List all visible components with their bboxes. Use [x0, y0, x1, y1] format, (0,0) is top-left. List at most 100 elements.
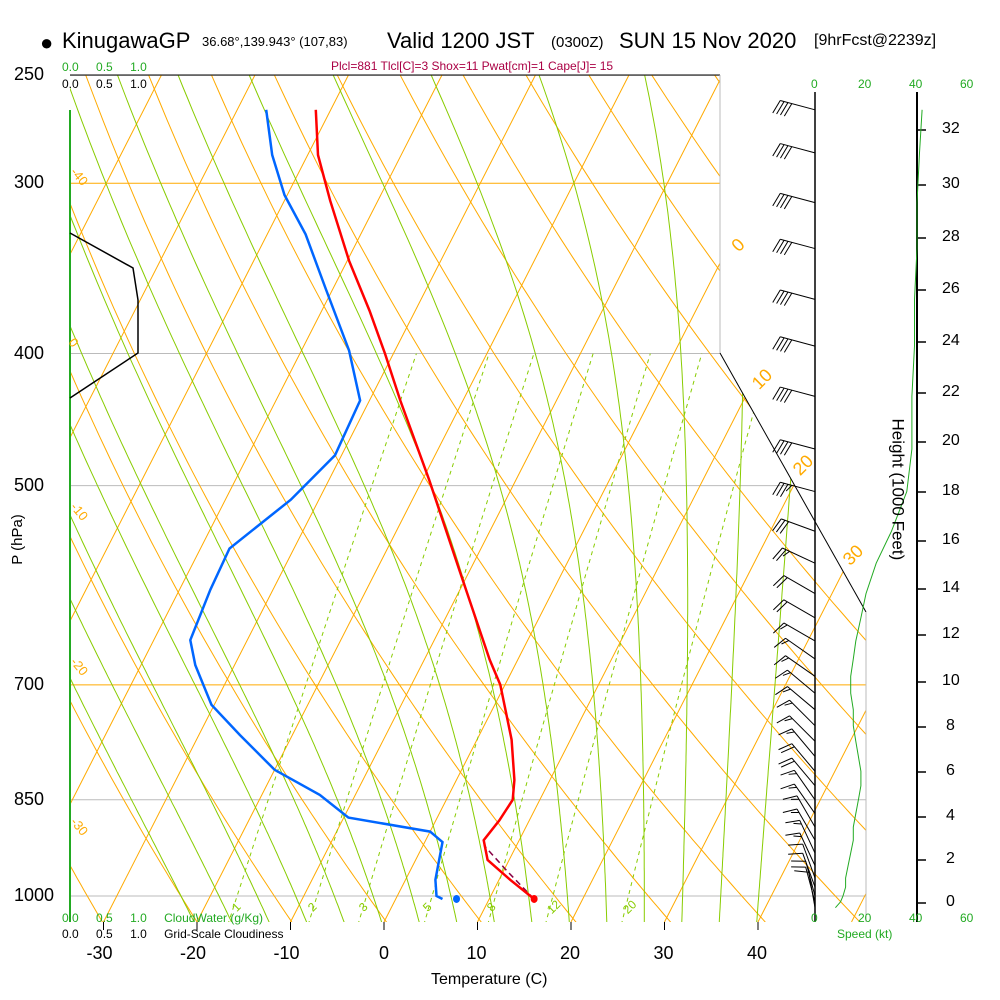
wind-barb: [772, 143, 816, 160]
barb-flag: [776, 194, 785, 208]
wind-barb: [785, 819, 816, 854]
wind-barb: [782, 795, 816, 828]
surface-dewpoint-marker: [453, 894, 461, 903]
barb-flag: [773, 637, 786, 648]
height-tick-label: 14: [942, 579, 960, 596]
moist-adiabat-line: [718, 75, 745, 922]
barb-flag: [780, 291, 789, 305]
forecast-info: [9hrFcst@2239z]: [814, 32, 937, 49]
barb-staff: [780, 386, 816, 397]
barb-flag: [783, 442, 793, 456]
moist-adiabat-line: [332, 75, 570, 922]
surface-temperature-marker: [530, 894, 538, 903]
barb-flag: [780, 145, 789, 159]
barb-staff: [780, 336, 816, 347]
height-tick-label: 22: [942, 383, 960, 400]
dry-adiabat-line: [76, 75, 579, 922]
barb-flag: [782, 550, 790, 557]
wind-barb: [772, 336, 816, 353]
mixing-ratio-line: [307, 353, 490, 922]
barb-flag: [783, 196, 793, 210]
height-tick-label: 12: [942, 625, 960, 642]
valid-date: SUN 15 Nov 2020: [619, 28, 797, 53]
height-tick-label: 6: [946, 762, 955, 779]
pressure-tick-label: 300: [14, 172, 45, 193]
barb-flag: [772, 439, 781, 453]
barb-staff: [787, 686, 816, 711]
wind-barb: [788, 852, 816, 888]
barb-flag: [785, 484, 793, 492]
y-axis-label: P (hPa): [8, 514, 26, 565]
wind-barb: [778, 728, 816, 757]
barb-flag: [780, 760, 795, 768]
barb-staff: [796, 808, 816, 841]
utc-time: (0300Z): [551, 34, 604, 51]
cloudwater-axis-bottom: 0.0 0.5 1.0 CloudWater (g/Kg): [62, 911, 264, 925]
barb-flag: [775, 669, 788, 679]
wind-barb: [772, 238, 816, 256]
cloudiness-axis-bottom: 0.0 0.5 1.0 Grid-Scale Cloudiness: [62, 927, 284, 941]
moist-adiabat-line: [70, 75, 196, 922]
parcel-path-line: [483, 844, 535, 900]
speed-tick-label-bottom: 0: [811, 911, 818, 925]
station-name: KinugawaGP: [62, 28, 191, 53]
wind-barb: [773, 575, 816, 595]
barb-flag: [783, 339, 793, 353]
moist-adiabat-line: [430, 75, 608, 922]
dewpoint-line: [189, 109, 444, 901]
wind-barb: [778, 757, 816, 787]
barb-flag: [794, 870, 809, 873]
isotherm-line: [103, 75, 536, 922]
cloudiness-axis-top: 0.0 0.5 1.0: [62, 77, 147, 91]
mixing-ratio-line: [544, 353, 703, 922]
wind-barb: [776, 699, 816, 727]
barb-flag: [782, 808, 798, 814]
barb-staff: [791, 728, 816, 757]
dry-adiabat-line: [200, 75, 769, 922]
barb-flag: [781, 657, 790, 662]
barb-staff: [782, 547, 816, 564]
speed-axis-label: Speed (kt): [837, 927, 893, 941]
barb-flag: [776, 144, 785, 158]
barb-flag: [772, 547, 783, 560]
barb-flag: [785, 832, 800, 836]
barb-flag: [784, 702, 793, 706]
barb-flag: [776, 699, 790, 708]
moist-adiabat-line: [70, 75, 346, 922]
barb-staff: [802, 853, 816, 888]
barb-flag: [780, 241, 789, 255]
barb-flag: [793, 835, 802, 838]
barb-flag: [784, 718, 793, 722]
wind-barb: [773, 599, 816, 619]
barb-flag: [776, 290, 785, 304]
valid-time: Valid 1200 JST: [387, 28, 535, 53]
barb-flag: [782, 672, 791, 676]
barb-flag: [778, 728, 793, 736]
barb-flag: [772, 193, 781, 207]
moist-adiabat-line: [756, 75, 815, 922]
wind-barb: [780, 769, 816, 801]
moist-adiabat-line: [70, 75, 234, 922]
isotherm-line: [70, 75, 162, 922]
isotherm-line: [196, 75, 630, 922]
speed-tick-label-bottom: 20: [858, 911, 872, 925]
height-tick-label: 0: [946, 893, 955, 910]
station-coords: 36.68°,139.943° (107,83): [202, 34, 348, 49]
barb-staff: [796, 795, 816, 828]
barb-staff: [799, 832, 816, 866]
mixing-ratio-line: [487, 353, 651, 922]
dry-adiabat-line: [70, 75, 484, 922]
barb-staff: [799, 820, 816, 854]
barb-flag: [780, 624, 788, 630]
barb-flag: [772, 100, 781, 114]
wind-barb: [773, 637, 816, 660]
moist-adiabat-line: [644, 75, 689, 922]
isotherm-line: [570, 75, 866, 922]
barb-staff: [789, 715, 816, 742]
barb-staff: [791, 743, 816, 772]
height-tick-label: 10: [942, 672, 960, 689]
temperature-tick-label: -10: [273, 943, 300, 963]
moist-adiabat-line: [117, 75, 458, 922]
wind-barb: [785, 832, 816, 866]
wind-barb: [775, 669, 816, 694]
